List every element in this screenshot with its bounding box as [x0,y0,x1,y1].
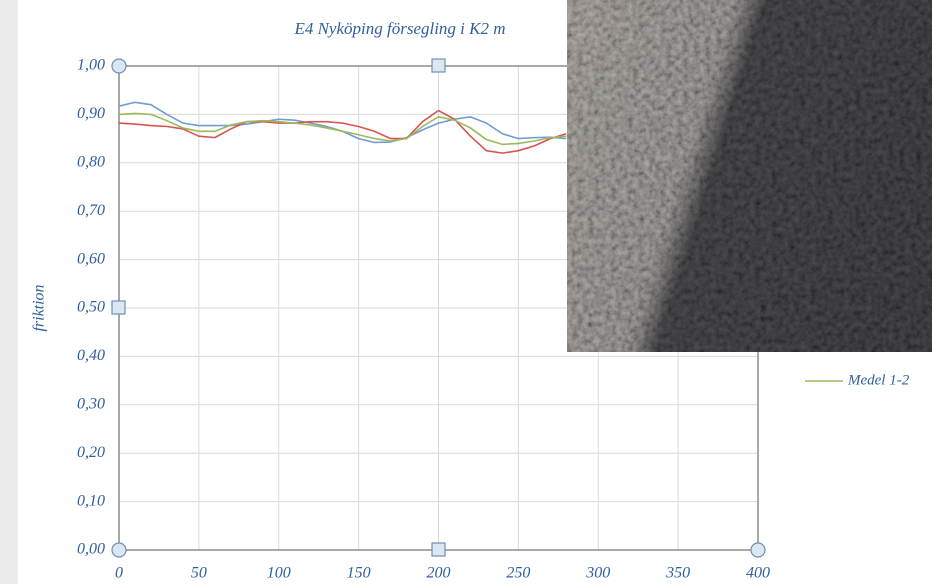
y-tick-label: 1,00 [77,57,105,74]
x-tick-label: 200 [427,565,451,582]
y-tick-label: 0,90 [77,105,105,122]
x-tick-label: 50 [191,565,207,582]
x-tick-label: 100 [267,565,291,582]
x-tick-label: 400 [746,565,770,582]
legend-label: Medel 1-2 [847,372,910,388]
x-tick-label: 300 [585,565,610,582]
handle[interactable] [432,59,445,72]
y-tick-label: 0,20 [77,444,105,461]
y-tick-label: 0,80 [77,153,105,170]
y-tick-label: 0,60 [77,250,105,267]
x-tick-label: 0 [115,565,123,582]
x-tick-label: 250 [506,565,530,582]
x-tick-label: 150 [347,565,371,582]
chart: 0,00 0,10 0,20 0,30 0,40 0,50 0,60 0,70 0,80 0,90… [0,0,932,584]
handle[interactable] [432,543,445,556]
y-tick-label: 0,70 [77,202,105,219]
handle[interactable] [112,59,126,73]
y-tick-label: 0,30 [77,395,105,412]
y-tick-label: 0,50 [77,299,105,316]
y-axis-label: friktion [31,284,48,331]
x-tick-label: 350 [665,565,690,582]
photo-overlay[interactable] [567,0,932,352]
y-tick-label: 0,00 [77,541,105,558]
handle[interactable] [751,543,765,557]
chart-title: E4 Nyköping försegling i K2 m [293,19,505,38]
y-tick-label: 0,10 [77,492,105,509]
page: {"chart_data": {"type": "line", "title":… [0,0,932,584]
handle[interactable] [112,301,125,314]
handle[interactable] [112,543,126,557]
y-tick-label: 0,40 [77,347,105,364]
